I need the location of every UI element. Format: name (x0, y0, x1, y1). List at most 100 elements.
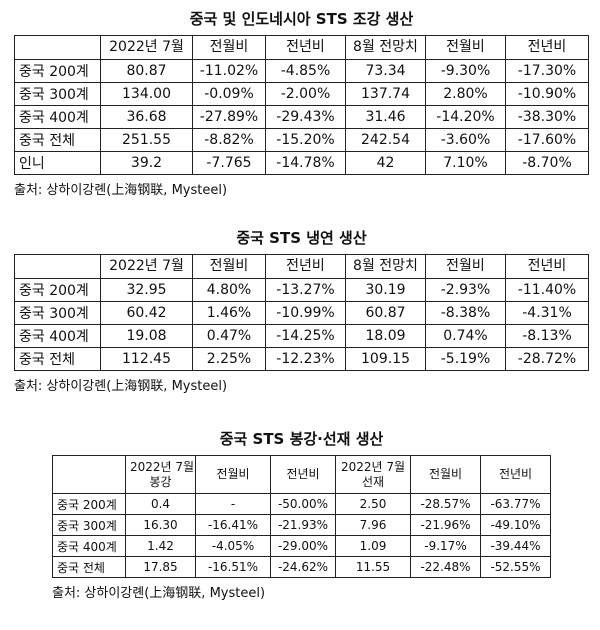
value-cell: 39.2 (100, 151, 193, 175)
row-label: 중국 전체 (52, 556, 126, 578)
value-cell: -2.93% (425, 278, 506, 302)
value-cell: -16.41% (195, 514, 271, 536)
value-cell: -8.38% (425, 301, 506, 325)
header-line: 선재 (361, 474, 385, 489)
header-cell: 전년비 (505, 254, 589, 279)
value-cell: 60.42 (100, 301, 193, 325)
value-cell: 32.95 (100, 278, 193, 302)
value-cell: -28.57% (410, 493, 481, 515)
header-cell: 전년비 (505, 35, 589, 60)
source-note: 출처: 상하이강롄(上海钢联, Mysteel) (14, 183, 228, 198)
data-table: 2022년 7월 봉강 전월비 전년비 2022년 7월 선재 전월비 전년비 중국 200계 0… (52, 455, 551, 578)
value-cell: -29.43% (265, 105, 346, 129)
table-title: 중국 및 인도네시아 STS 조강 생산 (189, 10, 414, 28)
data-row: 중국 400계 36.68 -27.89% -29.43% 31.46 -14.20% -3… (14, 105, 589, 129)
value-cell: 19.08 (100, 324, 193, 348)
header-cell: 2022년 7월 (100, 254, 193, 279)
value-cell: 60.87 (345, 301, 426, 325)
value-cell: -10.90% (505, 82, 589, 106)
data-row: 인니 39.2 -7.765 -14.78% 42 7.10% -8.70% (14, 151, 589, 175)
header-line: 2022년 7월 (130, 460, 195, 475)
row-label: 중국 400계 (14, 324, 101, 348)
header-cell (52, 455, 126, 494)
value-cell: 17.85 (125, 556, 196, 578)
value-cell: 18.09 (345, 324, 426, 348)
value-cell: -49.10% (480, 514, 551, 536)
value-cell: -7.765 (192, 151, 266, 175)
source-note: 출처: 상하이강롄(上海钢联, Mysteel) (52, 586, 266, 601)
value-cell: 7.10% (425, 151, 506, 175)
table-title: 중국 STS 봉강·선재 생산 (219, 430, 384, 448)
value-cell: 73.34 (345, 59, 426, 83)
header-line: 전년비 (286, 467, 320, 482)
data-row: 중국 300계 16.30 -16.41% -21.93% 7.96 -21.96% -49… (52, 514, 551, 536)
value-cell: -39.44% (480, 535, 551, 557)
header-cell: 2022년 7월 선재 (335, 455, 411, 494)
data-row: 중국 300계 134.00 -0.09% -2.00% 137.74 2.80% -10.… (14, 82, 589, 106)
data-row: 중국 200계 80.87 -11.02% -4.85% 73.34 -9.30% -17.… (14, 59, 589, 83)
header-cell: 전월비 (410, 455, 481, 494)
data-row: 중국 전체 17.85 -16.51% -24.62% 11.55 -22.48% -52.… (52, 556, 551, 578)
data-row: 중국 200계 32.95 4.80% -13.27% 30.19 -2.93% -11.4… (14, 278, 589, 302)
value-cell: -29.00% (270, 535, 336, 557)
value-cell: 137.74 (345, 82, 426, 106)
value-cell: 80.87 (100, 59, 193, 83)
value-cell: 7.96 (335, 514, 411, 536)
data-row: 중국 400계 1.42 -4.05% -29.00% 1.09 -9.17% -39.44… (52, 535, 551, 557)
value-cell: -3.60% (425, 128, 506, 152)
value-cell: 11.55 (335, 556, 411, 578)
value-cell: 16.30 (125, 514, 196, 536)
value-cell: -22.48% (410, 556, 481, 578)
value-cell: -14.78% (265, 151, 346, 175)
header-cell: 2022년 7월 봉강 (125, 455, 196, 494)
value-cell: 31.46 (345, 105, 426, 129)
data-row: 중국 400계 19.08 0.47% -14.25% 18.09 0.74% -8.13% (14, 324, 589, 348)
row-label: 중국 300계 (14, 301, 101, 325)
table-block: 중국 및 인도네시아 STS 조강 생산 2022년 7월 전월비 전년비 8월 전망치… (14, 8, 589, 198)
value-cell: -38.30% (505, 105, 589, 129)
data-row: 중국 전체 112.45 2.25% -12.23% 109.15 -5.19% -28.7… (14, 347, 589, 371)
row-label: 중국 전체 (14, 128, 101, 152)
value-cell: 2.80% (425, 82, 506, 106)
header-cell: 전월비 (192, 35, 266, 60)
value-cell: -0.09% (192, 82, 266, 106)
header-cell: 전월비 (195, 455, 271, 494)
data-row: 중국 200계 0.4- -50.00% 2.50 -28.57% -63.77% (52, 493, 551, 515)
header-cell: 전년비 (270, 455, 336, 494)
row-label: 중국 400계 (52, 535, 126, 557)
value-cell: 0.47% (192, 324, 266, 348)
header-line: 8월 전망치 (353, 39, 418, 56)
row-label: 중국 400계 (14, 105, 101, 129)
header-cell (14, 254, 101, 279)
value-cell: -9.17% (410, 535, 481, 557)
value-cell: -11.02% (192, 59, 266, 83)
header-cell: 전월비 (192, 254, 266, 279)
value-cell: -14.25% (265, 324, 346, 348)
header-line: 전년비 (286, 258, 325, 275)
header-line: 전월비 (446, 258, 485, 275)
data-table: 2022년 7월 전월비 전년비 8월 전망치 전월비 전년비 중국 200계 80.87 -1… (14, 35, 589, 175)
value-cell: 1.46% (192, 301, 266, 325)
value-cell: 42 (345, 151, 426, 175)
value-cell: -4.31% (505, 301, 589, 325)
row-label: 중국 300계 (52, 514, 126, 536)
value-cell: -14.20% (425, 105, 506, 129)
value-cell: -13.27% (265, 278, 346, 302)
header-row: 2022년 7월 봉강 전월비 전년비 2022년 7월 선재 전월비 전년비 (52, 455, 551, 494)
row-label: 중국 200계 (14, 278, 101, 302)
header-line: 전년비 (498, 467, 533, 482)
value-cell: -21.96% (410, 514, 481, 536)
header-line: 전월비 (209, 258, 249, 275)
header-cell: 8월 전망치 (345, 35, 426, 60)
value-cell: 36.68 (100, 105, 193, 129)
row-label: 중국 300계 (14, 82, 101, 106)
value-cell: 109.15 (345, 347, 426, 371)
value-cell: -9.30% (425, 59, 506, 83)
value-cell: 2.25% (192, 347, 266, 371)
header-line: 전월비 (428, 467, 463, 482)
row-label: 중국 200계 (52, 493, 126, 515)
value-cell: 2.50 (335, 493, 411, 515)
header-line: 전월비 (446, 39, 485, 56)
header-line: 전년비 (527, 39, 567, 56)
